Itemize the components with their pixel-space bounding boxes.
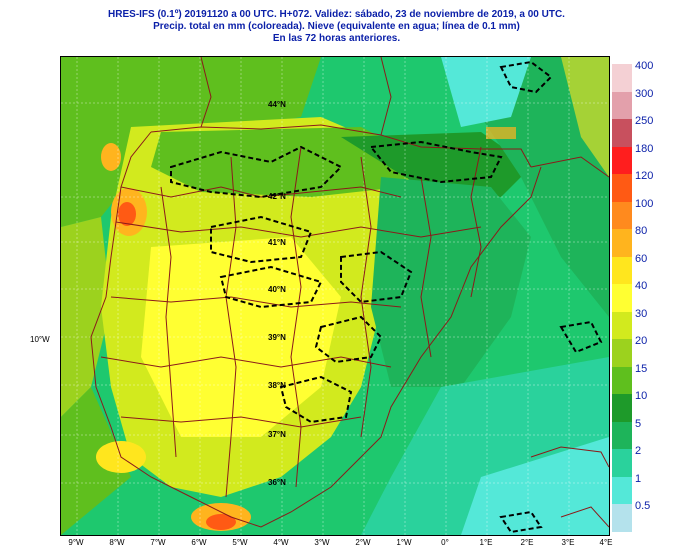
lat-label-41: 41°N: [268, 238, 286, 247]
legend-swatch: [612, 476, 632, 505]
map-header: HRES-IFS (0.1º) 20191120 a 00 UTC. H+072…: [0, 0, 673, 56]
lat-label-38: 38°N: [268, 381, 286, 390]
legend-swatch: [612, 64, 632, 92]
legend-swatch: [612, 229, 632, 257]
lon-label-7w: 7°W: [150, 538, 166, 547]
legend-label: 2: [635, 445, 642, 458]
legend-swatch: [612, 91, 632, 120]
legend-label: 20: [635, 335, 648, 348]
lon-label-6w: 6°W: [191, 538, 207, 547]
legend-label: 0.5: [635, 500, 651, 513]
lon-label-1e: 1°E: [479, 538, 493, 547]
legend-swatch: [612, 311, 632, 340]
left-longitude-label: 10°W: [30, 335, 50, 344]
legend-label: 10: [635, 390, 648, 403]
legend-label: 15: [635, 362, 648, 375]
legend-label: 60: [635, 252, 648, 265]
legend-label: 5: [635, 417, 642, 430]
lat-label-42: 42°N: [268, 192, 286, 201]
legend-swatch: [612, 366, 632, 395]
legend-swatch: [612, 504, 632, 532]
lon-label-4w: 4°W: [273, 538, 289, 547]
lon-label-2e: 2°E: [520, 538, 534, 547]
legend-swatch: [612, 119, 632, 147]
legend-swatch: [612, 146, 632, 175]
longitude-axis: 9°W 8°W 7°W 6°W 5°W 4°W 3°W 2°W 1°W 0° 1…: [60, 538, 613, 552]
lat-label-44: 44°N: [268, 100, 286, 109]
lon-label-3e: 3°E: [561, 538, 575, 547]
lon-label-8w: 8°W: [109, 538, 125, 547]
legend-label: 120: [635, 170, 654, 183]
lat-label-36: 36°N: [268, 478, 286, 487]
map-frame: [60, 56, 610, 536]
legend-swatch: [612, 174, 632, 202]
legend-label: 180: [635, 142, 654, 155]
title-line-2: Precip. total en mm (coloreada). Nieve (…: [153, 21, 520, 32]
legend-swatch: [612, 421, 632, 450]
precipitation-map: [61, 57, 609, 535]
legend-label: 40: [635, 280, 648, 293]
legend-swatch: [612, 284, 632, 312]
legend-label: 250: [635, 115, 654, 128]
legend-swatch: [612, 201, 632, 230]
lon-label-4e: 4°E: [599, 538, 613, 547]
legend-label: 100: [635, 197, 654, 210]
lon-label-9w: 9°W: [68, 538, 84, 547]
lat-label-37: 37°N: [268, 430, 286, 439]
precipitation-legend: 400 300 250 180 120 100 80 60 40 30 20 15 10 5 2 1 0.5: [612, 60, 672, 534]
legend-label: 300: [635, 87, 654, 100]
lon-label-3w: 3°W: [314, 538, 330, 547]
legend-label: 80: [635, 225, 648, 238]
lon-label-2w: 2°W: [355, 538, 371, 547]
legend-swatch: [612, 394, 632, 422]
title-line-3: En las 72 horas anteriores.: [272, 33, 401, 44]
lon-label-5w: 5°W: [232, 538, 248, 547]
legend-label: 30: [635, 307, 648, 320]
legend-label: 1: [635, 472, 642, 485]
lat-label-40: 40°N: [268, 285, 286, 294]
lon-label-0: 0°: [441, 538, 449, 547]
legend-label: 400: [635, 60, 654, 72]
lon-label-1w: 1°W: [396, 538, 412, 547]
lat-label-39: 39°N: [268, 333, 286, 342]
title-line-1: HRES-IFS (0.1º) 20191120 a 00 UTC. H+072…: [108, 9, 565, 20]
legend-swatch: [612, 449, 632, 477]
legend-swatch: [612, 256, 632, 285]
legend-swatch: [612, 339, 632, 367]
